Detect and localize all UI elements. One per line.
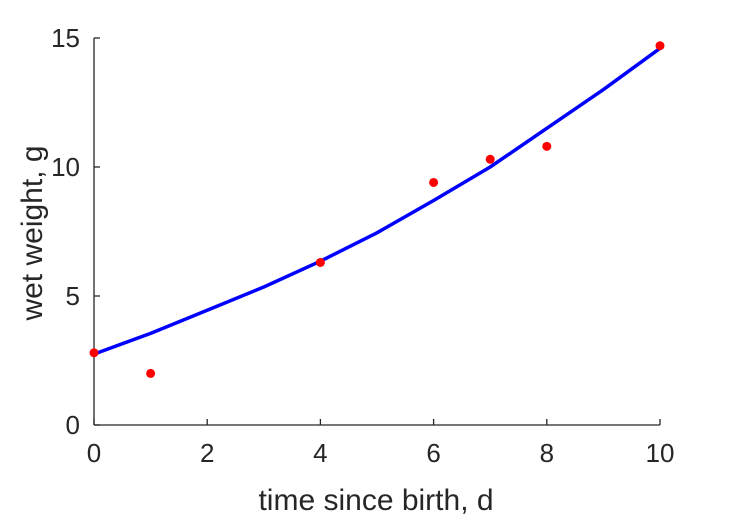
x-tick-label: 2: [200, 438, 214, 468]
x-tick-label: 6: [426, 438, 440, 468]
x-tick-label: 10: [646, 438, 675, 468]
data-point: [429, 177, 439, 187]
fit-curve: [93, 46, 662, 356]
y-tick-label: 0: [66, 410, 80, 440]
y-axis-label: wet weight, g: [16, 145, 49, 321]
data-point: [315, 257, 325, 267]
data-point: [485, 154, 495, 164]
data-point: [542, 141, 552, 151]
x-axis-ticks: 0 2 4 6 8 10: [87, 419, 675, 468]
y-tick-label: 5: [66, 281, 80, 311]
axes: [93, 38, 660, 426]
data-point: [146, 368, 156, 378]
x-tick-label: 8: [540, 438, 554, 468]
data-point: [89, 348, 99, 358]
x-tick-label: 4: [313, 438, 327, 468]
y-axis-ticks: 0 5 10 15: [51, 23, 100, 440]
x-axis-label: time since birth, d: [258, 484, 493, 517]
data-point: [655, 41, 665, 51]
x-tick-label: 0: [87, 438, 101, 468]
plot-area: [89, 41, 665, 378]
y-tick-label: 15: [51, 23, 80, 53]
y-tick-label: 10: [51, 152, 80, 182]
